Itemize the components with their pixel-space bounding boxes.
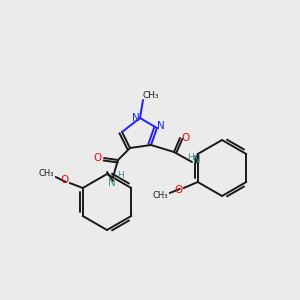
Text: N: N xyxy=(108,178,116,188)
Text: H: H xyxy=(187,152,194,161)
Text: O: O xyxy=(181,133,189,143)
Text: N: N xyxy=(132,113,140,123)
Text: O: O xyxy=(94,153,102,163)
Text: N: N xyxy=(157,121,165,131)
Text: CH₃: CH₃ xyxy=(38,169,53,178)
Text: CH₃: CH₃ xyxy=(152,191,167,200)
Text: O: O xyxy=(175,185,183,195)
Text: H: H xyxy=(117,172,123,181)
Text: O: O xyxy=(61,175,69,185)
Text: N: N xyxy=(193,155,201,165)
Text: CH₃: CH₃ xyxy=(143,92,159,100)
